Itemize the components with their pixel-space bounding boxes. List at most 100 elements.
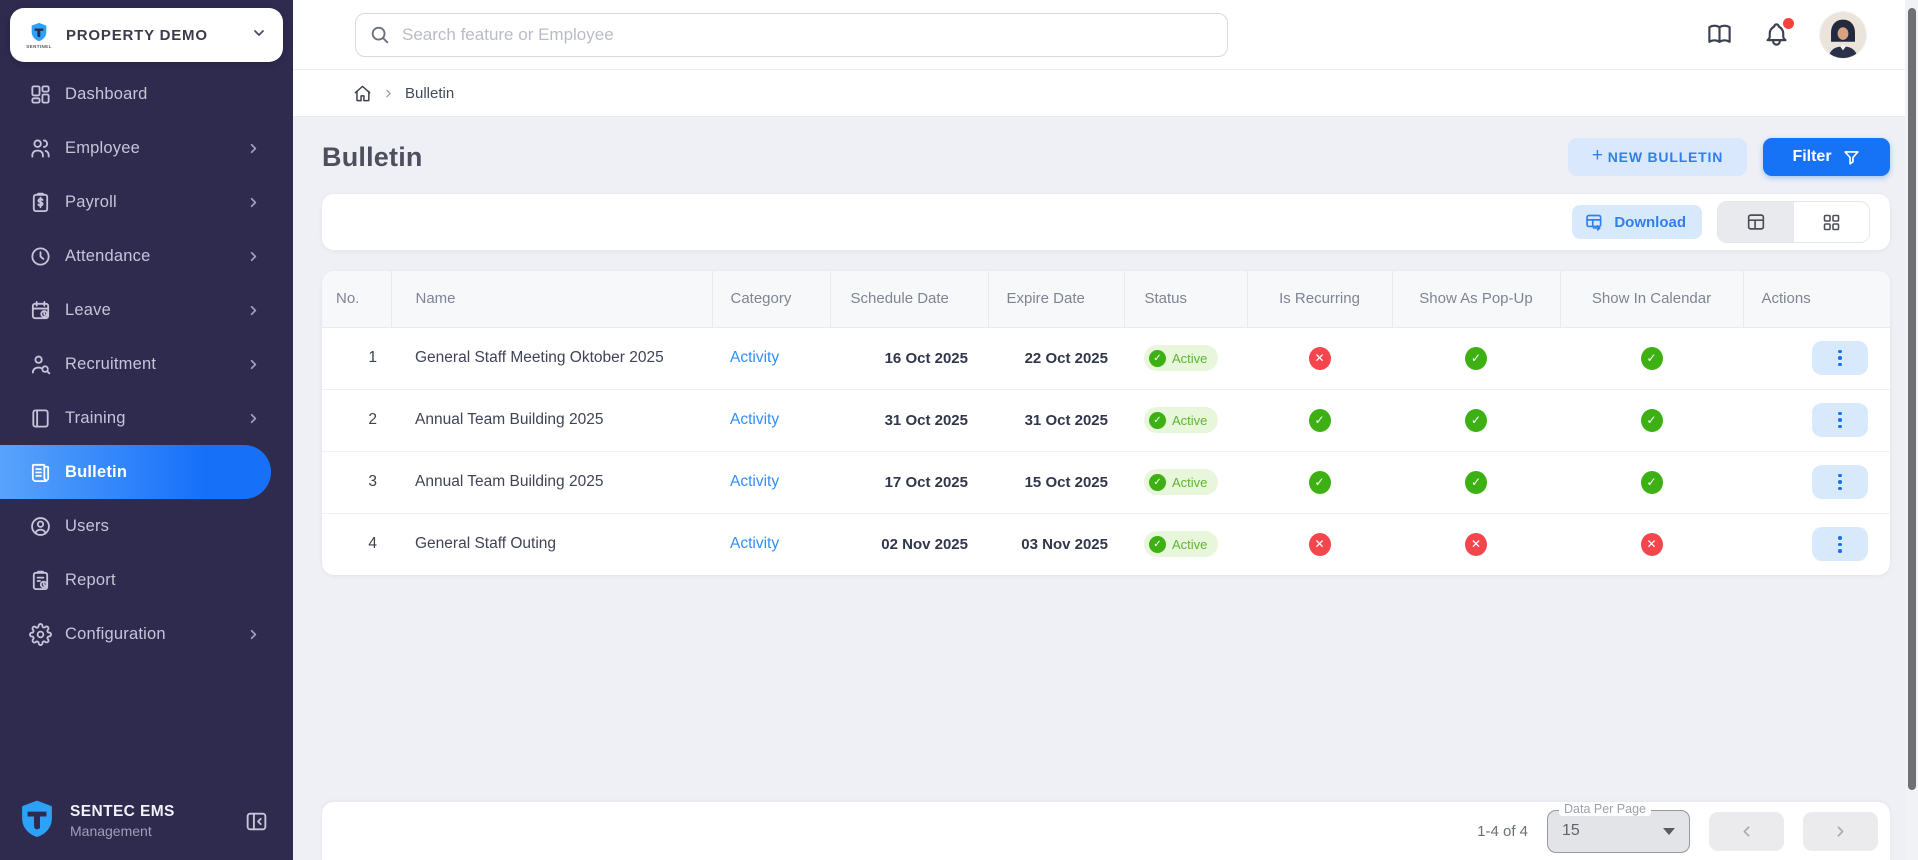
per-page-select[interactable]: Data Per Page 15 xyxy=(1547,801,1690,853)
cross-icon: ✕ xyxy=(1308,532,1331,556)
grid-view-toggle[interactable] xyxy=(1794,202,1870,242)
table-view-toggle[interactable] xyxy=(1718,202,1794,242)
avatar[interactable] xyxy=(1820,11,1866,58)
new-bulletin-button[interactable]: + NEW BULLETIN xyxy=(1568,138,1747,176)
sidebar-collapse-button[interactable] xyxy=(244,809,269,834)
workspace-switcher[interactable]: SENTINEL PROPERTY DEMO xyxy=(10,8,283,62)
column-header-show-in-calendar: Show In Calendar xyxy=(1560,271,1744,328)
attendance-icon xyxy=(28,244,52,268)
topbar-icons xyxy=(1706,11,1918,58)
sidebar-item-label: Dashboard xyxy=(65,84,148,103)
cell-schedule-date: 02 Nov 2025 xyxy=(881,535,968,553)
page-header: Bulletin + NEW BULLETIN Filter xyxy=(322,136,1890,178)
bulletin-table: No. Name Category Schedule Date Expire D… xyxy=(322,271,1890,575)
sidebar-item-training[interactable]: Training xyxy=(0,391,293,445)
row-actions-button[interactable] xyxy=(1812,527,1868,562)
scrollbar-track[interactable] xyxy=(1905,0,1918,860)
cell-expire-date: 31 Oct 2025 xyxy=(988,389,1124,452)
home-icon[interactable] xyxy=(353,84,372,103)
sidebar-item-label: Bulletin xyxy=(65,462,128,481)
sidebar-item-leave[interactable]: Leave xyxy=(0,283,293,337)
table-toolbar: Download xyxy=(322,194,1890,250)
sidebar-item-dashboard[interactable]: Dashboard xyxy=(0,67,293,121)
cell-name: General Staff Meeting Oktober 2025 xyxy=(391,327,712,390)
sidebar-item-label: Leave xyxy=(65,300,111,319)
check-icon: ✓ xyxy=(1640,346,1663,370)
sidebar-item-label: Report xyxy=(65,570,116,589)
sidebar-footer: SENTEC EMS Management xyxy=(0,790,293,852)
breadcrumb-current: Bulletin xyxy=(405,84,455,102)
table-view-icon xyxy=(1745,211,1767,233)
per-page-value: 15 xyxy=(1562,822,1580,839)
brand-text: SENTEC EMS Management xyxy=(70,803,244,839)
cell-schedule-date: 16 Oct 2025 xyxy=(830,327,988,390)
previous-page-button[interactable] xyxy=(1709,811,1784,851)
column-header-show-as-popup: Show As Pop-Up xyxy=(1392,271,1561,328)
cross-icon: ✕ xyxy=(1308,346,1331,370)
sidebar-item-label: Recruitment xyxy=(65,354,157,373)
grid-view-icon xyxy=(1821,212,1842,233)
next-page-button[interactable] xyxy=(1803,811,1878,851)
sidebar-item-recruitment[interactable]: Recruitment xyxy=(0,337,293,391)
sidebar-item-attendance[interactable]: Attendance xyxy=(0,229,293,283)
sidebar-item-users[interactable]: Users xyxy=(0,499,293,553)
category-link[interactable]: Activity xyxy=(730,473,780,490)
category-link[interactable]: Activity xyxy=(730,411,780,428)
sidebar-item-payroll[interactable]: Payroll xyxy=(0,175,293,229)
cell-schedule-date: 31 Oct 2025 xyxy=(830,389,988,452)
workspace-name: PROPERTY DEMO xyxy=(66,26,208,44)
table-row: 4 General Staff Outing Activity 02 Nov 2… xyxy=(322,513,1890,575)
sidebar-item-label: Payroll xyxy=(65,192,117,211)
download-button[interactable]: Download xyxy=(1572,205,1702,239)
cross-icon: ✕ xyxy=(1465,532,1487,556)
sidebar-item-label: Configuration xyxy=(65,624,166,643)
check-icon: ✓ xyxy=(1149,473,1166,491)
check-icon: ✓ xyxy=(1465,408,1487,432)
table-export-icon xyxy=(1584,212,1605,233)
configuration-icon xyxy=(28,622,52,646)
brand-logo-icon xyxy=(16,798,58,845)
category-link[interactable]: Activity xyxy=(730,535,780,553)
row-actions-button[interactable] xyxy=(1812,465,1868,499)
check-icon: ✓ xyxy=(1149,411,1166,429)
bulletin-table-card: No. Name Category Schedule Date Expire D… xyxy=(322,271,1890,575)
sidebar-item-configuration[interactable]: Configuration xyxy=(0,607,293,661)
filter-funnel-icon xyxy=(1842,148,1861,167)
sidebar-item-report[interactable]: Report xyxy=(0,553,293,607)
view-toggle xyxy=(1717,201,1870,243)
cell-name: Annual Team Building 2025 xyxy=(391,389,712,452)
plus-icon: + xyxy=(1591,145,1604,166)
filter-button[interactable]: Filter xyxy=(1763,138,1890,176)
check-icon: ✓ xyxy=(1640,470,1663,494)
sidebar-item-label: Training xyxy=(65,408,126,427)
search-input[interactable] xyxy=(355,12,1228,57)
notifications-bell-icon[interactable] xyxy=(1763,18,1794,48)
bulletin-icon xyxy=(28,460,52,484)
check-icon: ✓ xyxy=(1149,349,1166,367)
cell-schedule-date: 17 Oct 2025 xyxy=(830,451,988,514)
docs-book-icon[interactable] xyxy=(1706,21,1733,48)
users-icon xyxy=(28,514,52,538)
check-icon: ✓ xyxy=(1308,408,1331,432)
sidebar-item-employee[interactable]: Employee xyxy=(0,121,293,175)
scrollbar-thumb[interactable] xyxy=(1907,8,1916,790)
table-body: 1 General Staff Meeting Oktober 2025 Act… xyxy=(322,327,1890,575)
row-actions-button[interactable] xyxy=(1812,341,1868,375)
column-header-category: Category xyxy=(712,271,831,328)
search-box xyxy=(355,12,1228,57)
row-actions-button[interactable] xyxy=(1812,403,1868,437)
sidebar-item-bulletin[interactable]: Bulletin xyxy=(0,445,271,499)
table-row: 1 General Staff Meeting Oktober 2025 Act… xyxy=(322,327,1890,390)
cross-icon: ✕ xyxy=(1640,532,1663,556)
training-icon xyxy=(28,406,52,430)
cell-expire-date: 15 Oct 2025 xyxy=(988,451,1124,514)
dashboard-icon xyxy=(28,82,52,106)
category-link[interactable]: Activity xyxy=(730,349,780,366)
main-area: Bulletin Bulletin + NEW BULLETIN Filter xyxy=(293,0,1918,860)
cell-name: Annual Team Building 2025 xyxy=(391,451,712,514)
table-row: 3 Annual Team Building 2025 Activity 17 … xyxy=(322,451,1890,514)
column-header-is-recurring: Is Recurring xyxy=(1247,271,1393,328)
pagination-range: 1-4 of 4 xyxy=(1477,822,1528,840)
status-badge: ✓ Active xyxy=(1144,469,1219,495)
